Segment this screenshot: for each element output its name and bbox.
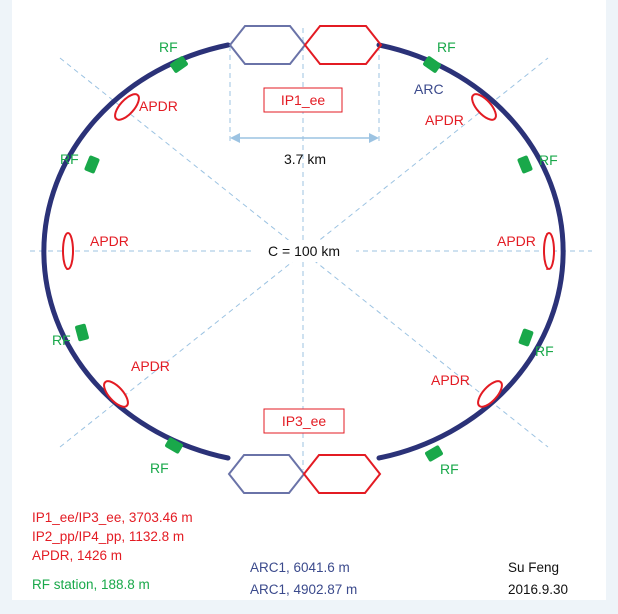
author-name: Su Feng — [508, 560, 560, 575]
rf-station-4 — [517, 155, 533, 174]
width-arrow — [230, 133, 379, 143]
apdr-label-lower-left: APDR — [131, 358, 170, 374]
rf-station-3 — [84, 155, 100, 174]
rf-station-2 — [423, 56, 441, 73]
apdr-label-right: APDR — [497, 233, 536, 249]
arc-label: ARC — [414, 81, 444, 97]
author-date: 2016.9.30 — [508, 582, 569, 597]
ring-arc-right — [376, 42, 566, 461]
bottom-hexagon-right-red — [302, 454, 382, 494]
rf-label-3: RF — [60, 151, 79, 167]
legend-arc1: ARC1, 6041.6 m — [250, 560, 350, 575]
width-arrow-head-left — [230, 133, 240, 143]
bottom-interaction-region — [227, 454, 382, 494]
apdr-label-lower-right: APDR — [431, 372, 470, 388]
ip-top-label: IP1_ee — [281, 92, 326, 108]
rf-label-6: RF — [535, 343, 554, 359]
legend-rf: RF station, 188.8 m — [32, 577, 150, 592]
ip-bottom-box — [263, 408, 345, 434]
apdr-ellipse-upper-left — [114, 93, 140, 121]
apdr-label-upper-left: APDR — [139, 98, 178, 114]
top-hexagon-left — [228, 25, 307, 65]
legend-arc2: ARC1, 4902.87 m — [250, 582, 358, 597]
rf-label-5: RF — [52, 332, 71, 348]
circumference-label: C = 100 km — [268, 243, 340, 259]
ip-bottom-label: IP3_ee — [282, 413, 327, 429]
ring-arcs — [41, 42, 566, 461]
rf-station-5 — [75, 323, 89, 342]
top-interaction-region — [228, 25, 383, 65]
rf-station-7 — [165, 437, 183, 454]
apdr-ellipses — [62, 93, 555, 408]
legend-apdr: APDR, 1426 m — [32, 548, 123, 563]
rf-stations — [75, 56, 534, 462]
apdr-ellipse-lower-right — [477, 380, 503, 408]
ring-arc-left — [41, 42, 231, 461]
legend-ip-pp: IP2_pp/IP4_pp, 1132.8 m — [32, 529, 185, 544]
apdr-ellipse-lower-left — [103, 380, 129, 408]
width-arrow-head-right — [369, 133, 379, 143]
bottom-hexagon-left-blue — [227, 454, 306, 494]
ip-top-box — [263, 87, 343, 113]
apdr-ellipse-upper-right — [471, 93, 497, 121]
apdr-label-upper-right: APDR — [425, 112, 464, 128]
rf-label-7: RF — [150, 460, 169, 476]
apdr-label-left: APDR — [90, 233, 129, 249]
rf-station-1 — [170, 56, 188, 73]
legend-ip-ee: IP1_ee/IP3_ee, 3703.46 m — [32, 510, 193, 525]
top-hexagon-right — [303, 25, 383, 65]
rf-label-4: RF — [539, 152, 558, 168]
circumference-label-bg — [252, 240, 356, 262]
rf-station-8 — [425, 445, 443, 462]
rf-label-2: RF — [437, 39, 456, 55]
legend-red-block: IP1_ee/IP3_ee, 3703.46 m IP2_pp/IP4_pp, … — [32, 508, 193, 565]
apdr-ellipse-right — [543, 232, 555, 270]
rf-label-1: RF — [159, 39, 178, 55]
legend-arc-block: ARC1, 6041.6 m ARC1, 4902.87 m — [250, 558, 357, 599]
apdr-ellipse-left — [62, 232, 74, 270]
rf-station-6 — [518, 328, 534, 347]
width-label: 3.7 km — [284, 151, 326, 167]
rf-label-8: RF — [440, 461, 459, 477]
author-block: Su Feng 2016.9.30 — [508, 558, 568, 599]
